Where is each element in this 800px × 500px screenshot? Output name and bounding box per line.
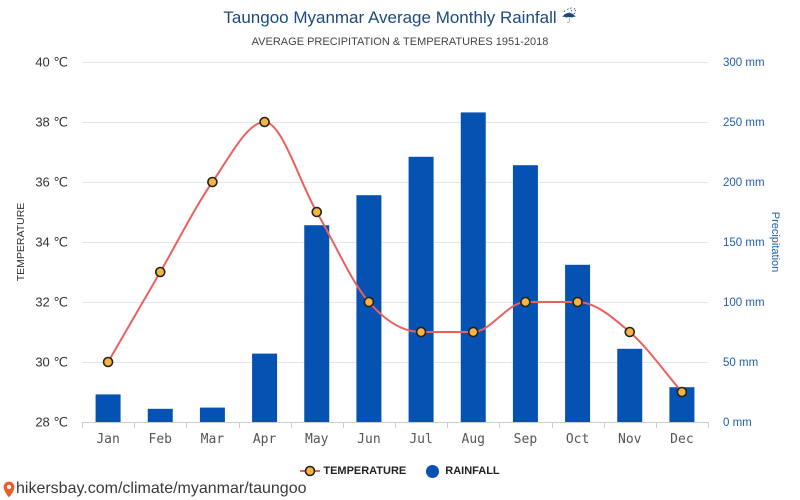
source-footer: hikersbay.com/climate/myanmar/taungoo bbox=[3, 480, 307, 498]
x-tick-label-feb: Feb bbox=[149, 432, 173, 447]
gridlines bbox=[82, 62, 708, 423]
rainfall-bar-mar bbox=[199, 407, 225, 422]
legend-label-temperature: TEMPERATURE bbox=[323, 465, 407, 477]
temperature-point-jun bbox=[363, 296, 375, 308]
location-pin-hole bbox=[6, 484, 12, 489]
rainfall-bar-jan bbox=[95, 394, 121, 422]
legend-item-rainfall[interactable]: RAINFALL bbox=[426, 464, 500, 478]
y-axis-right: 0 mm 50 mm 100 mm 150 mm 200 mm 250 mm 300 mm bbox=[723, 57, 765, 429]
x-tick-label-jul: Jul bbox=[409, 432, 432, 447]
rainfall-bar-may bbox=[304, 225, 330, 422]
x-tick-label-jan: Jan bbox=[96, 432, 119, 447]
y-axis-right-title: Precipitation bbox=[769, 212, 781, 273]
temperature-point-aug bbox=[467, 326, 479, 338]
temperature-point-jan bbox=[102, 356, 114, 368]
temperature-line bbox=[107, 120, 683, 393]
temperature-point-sep bbox=[520, 296, 531, 308]
y-left-tick-label: 40 ℃ bbox=[35, 55, 68, 70]
y-left-tick-label: 36 ℃ bbox=[35, 175, 68, 190]
y-right-tick-label: 100 mm bbox=[723, 297, 765, 309]
x-axis: Jan Feb Mar Apr May Jun Jul Aug Sep Oct Nov Dec bbox=[82, 422, 709, 447]
rainfall-bars bbox=[95, 112, 695, 423]
chart-title: Taungoo Myanmar Average Monthly Rainfall… bbox=[223, 8, 577, 27]
y-left-tick-label: 32 ℃ bbox=[35, 295, 68, 310]
rainfall-bar-nov bbox=[617, 348, 643, 422]
y-right-tick-label: 150 mm bbox=[723, 237, 765, 249]
x-tick-label-oct: Oct bbox=[566, 432, 589, 447]
rainfall-bar-sep bbox=[512, 165, 538, 422]
temperature-legend-marker bbox=[300, 465, 321, 477]
legend-label-rainfall: RAINFALL bbox=[445, 465, 500, 477]
temperature-point-mar bbox=[207, 176, 218, 188]
rainfall-bar-jun bbox=[356, 195, 382, 422]
y-right-tick-label: 0 mm bbox=[723, 417, 752, 429]
temperature-point-jul bbox=[415, 326, 427, 338]
y-axis-left: 28 ℃ 30 ℃ 32 ℃ 34 ℃ 36 ℃ 38 ℃ 40 ℃ bbox=[35, 55, 68, 430]
temperature-line-path bbox=[107, 120, 683, 393]
y-left-tick-label: 34 ℃ bbox=[35, 235, 68, 250]
y-left-tick-label: 38 ℃ bbox=[35, 115, 68, 130]
x-tick-label-aug: Aug bbox=[462, 432, 485, 447]
location-pin-shape bbox=[3, 481, 15, 497]
y-left-tick-label: 30 ℃ bbox=[35, 355, 68, 370]
x-tick-label-sep: Sep bbox=[514, 432, 538, 447]
legend-item-temperature[interactable]: TEMPERATURE bbox=[300, 464, 406, 478]
x-tick-label-mar: Mar bbox=[201, 432, 225, 447]
x-tick-label-may: May bbox=[305, 432, 329, 447]
x-tick-label-dec: Dec bbox=[670, 432, 693, 447]
temperature-point-may bbox=[311, 206, 323, 218]
rainfall-bar-apr bbox=[252, 353, 278, 422]
temperature-point-oct bbox=[572, 296, 583, 308]
temperature-point-dec bbox=[676, 386, 688, 398]
rainfall-bar-oct bbox=[565, 264, 591, 422]
y-axis-left-title: TEMPERATURE bbox=[15, 203, 27, 282]
chart-subtitle: AVERAGE PRECIPITATION & TEMPERATURES 195… bbox=[251, 36, 549, 48]
legend: TEMPERATURE RAINFALL bbox=[0, 462, 800, 480]
x-tick-label-jun: Jun bbox=[357, 432, 380, 447]
x-tick-label-nov: Nov bbox=[618, 432, 642, 447]
x-tick-label-apr: Apr bbox=[253, 432, 277, 447]
source-url-text: hikersbay.com/climate/myanmar/taungoo bbox=[16, 480, 307, 497]
y-left-tick-label: 28 ℃ bbox=[35, 415, 68, 430]
rainfall-bar-jul bbox=[408, 156, 434, 423]
y-right-tick-label: 50 mm bbox=[723, 357, 758, 369]
rainfall-bar-feb bbox=[147, 408, 173, 422]
temperature-point-apr bbox=[259, 116, 270, 128]
rainfall-legend-marker bbox=[426, 464, 440, 478]
rainfall-bar-aug bbox=[460, 112, 486, 423]
temperature-legend-dot bbox=[305, 465, 316, 477]
temperature-markers bbox=[102, 116, 688, 398]
y-right-tick-label: 200 mm bbox=[723, 177, 765, 189]
location-pin-icon bbox=[3, 481, 15, 497]
y-right-tick-label: 250 mm bbox=[723, 117, 765, 129]
y-right-tick-label: 300 mm bbox=[723, 57, 765, 69]
temperature-point-nov bbox=[624, 326, 636, 338]
temperature-point-feb bbox=[154, 266, 166, 278]
